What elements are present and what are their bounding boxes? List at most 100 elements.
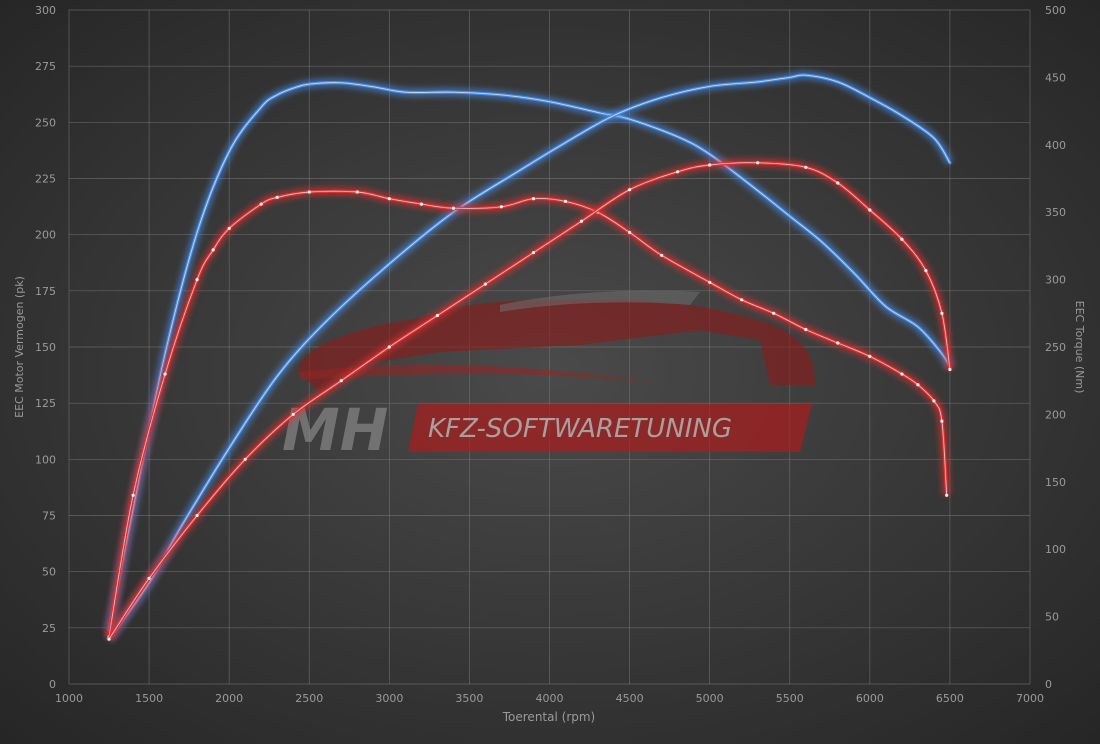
stock-power-point xyxy=(900,237,904,241)
stock-torque-point xyxy=(932,399,936,403)
stock-torque-point xyxy=(945,493,949,497)
stock-torque-point xyxy=(772,311,776,315)
stock-power-point xyxy=(483,282,487,286)
y-left-tick-label: 50 xyxy=(42,566,56,579)
x-tick-label: 3000 xyxy=(375,692,403,705)
x-tick-label: 5000 xyxy=(696,692,724,705)
stock-torque-point xyxy=(195,278,199,282)
stock-torque-point xyxy=(163,372,167,376)
stock-power-point xyxy=(676,170,680,174)
y-left-tick-label: 250 xyxy=(35,116,56,129)
stock-torque-point xyxy=(451,206,455,210)
y-left-tick-label: 150 xyxy=(35,341,56,354)
y-left-tick-label: 225 xyxy=(35,173,56,186)
y-left-tick-label: 25 xyxy=(42,622,56,635)
stock-torque-point xyxy=(227,226,231,230)
stock-torque-point xyxy=(307,190,311,194)
stock-power-point xyxy=(628,188,632,192)
stock-power-point xyxy=(836,181,840,185)
data-curves xyxy=(104,70,955,642)
stock-power-point xyxy=(387,345,391,349)
stock-power-point xyxy=(579,219,584,223)
x-tick-label: 6500 xyxy=(936,692,964,705)
y-left-tick-label: 100 xyxy=(35,453,56,466)
stock-torque-point xyxy=(563,199,568,203)
tuned-power-glow xyxy=(105,70,954,642)
stock-torque-point xyxy=(940,419,944,423)
y-left-tick-label: 75 xyxy=(42,510,56,523)
x-tick-label: 1500 xyxy=(135,692,163,705)
x-tick-label: 3500 xyxy=(455,692,483,705)
stock-torque-point xyxy=(355,190,359,194)
y-left-tick-label: 300 xyxy=(35,4,56,17)
stock-torque-point xyxy=(259,202,263,206)
stock-torque-point xyxy=(387,197,391,201)
y-left-tick-label: 200 xyxy=(35,229,56,242)
y-left-tick-label: 275 xyxy=(35,60,56,73)
y-right-tick-label: 0 xyxy=(1045,678,1052,691)
stock-torque-point xyxy=(836,341,840,345)
stock-power-point xyxy=(868,208,872,212)
stock-power-point xyxy=(435,313,439,318)
stock-power-point xyxy=(924,269,928,273)
x-tick-label: 6000 xyxy=(856,692,884,705)
x-axis-ticks: 1000 1500 2000 2500 3000 3500 4000 4500 5000 5500… xyxy=(55,692,1044,705)
stock-power-line xyxy=(107,161,952,641)
logo-car-swoosh xyxy=(300,364,700,390)
stock-power-point xyxy=(804,165,808,169)
y-axis-left-ticks: 0 25 50 75 100 125 150 175 200 225 250 275 300 xyxy=(35,4,56,691)
stock-power-point xyxy=(948,367,952,372)
tuned-power-highlight xyxy=(108,74,951,640)
stock-power-point xyxy=(291,412,295,416)
brand-logo-watermark: MH KFZ-SOFTWARETUNING xyxy=(282,290,815,464)
x-tick-label: 2000 xyxy=(215,692,243,705)
logo-car-silhouette xyxy=(298,299,815,392)
y-left-tick-label: 175 xyxy=(35,285,56,298)
y-left-tick-label: 0 xyxy=(49,678,56,691)
stock-power-point xyxy=(708,163,712,167)
x-tick-label: 5500 xyxy=(776,692,804,705)
y-right-tick-label: 250 xyxy=(1045,341,1066,354)
stock-power-point xyxy=(107,637,111,641)
grid-lines xyxy=(68,9,1031,685)
stock-torque-point xyxy=(660,253,664,257)
y-right-tick-label: 400 xyxy=(1045,139,1066,152)
y-axis-left-label: EEC Motor Vermogen (pk) xyxy=(13,276,26,418)
stock-power-point xyxy=(147,576,151,581)
stock-torque-point xyxy=(868,354,872,358)
stock-torque-point xyxy=(628,230,632,234)
y-right-tick-label: 450 xyxy=(1045,71,1066,84)
stock-power-point xyxy=(339,379,343,383)
x-tick-label: 4500 xyxy=(616,692,644,705)
stock-power-point xyxy=(243,457,247,461)
stock-power-highlight xyxy=(108,162,951,640)
stock-power-point xyxy=(940,311,944,315)
stock-torque-point xyxy=(499,205,503,209)
stock-power-point xyxy=(756,161,760,165)
x-tick-label: 1000 xyxy=(55,692,83,705)
y-right-tick-label: 50 xyxy=(1045,611,1059,624)
stock-torque-point xyxy=(804,327,808,332)
y-right-tick-label: 350 xyxy=(1045,206,1066,219)
stock-torque-point xyxy=(275,195,279,199)
y-right-tick-label: 100 xyxy=(1045,543,1066,556)
tuned-torque-highlight xyxy=(108,82,951,631)
stock-power-point xyxy=(531,251,536,255)
y-right-tick-label: 200 xyxy=(1045,408,1066,421)
logo-text: KFZ-SOFTWARETUNING xyxy=(428,414,732,444)
stock-torque-point xyxy=(740,298,744,302)
y-right-tick-label: 500 xyxy=(1045,4,1066,17)
stock-torque-point xyxy=(900,372,904,376)
x-axis-label: Toerental (rpm) xyxy=(502,710,595,724)
stock-torque-point xyxy=(531,197,536,201)
logo-banner xyxy=(408,404,812,452)
stock-power-point xyxy=(195,513,199,518)
stock-torque-point xyxy=(916,383,920,387)
x-tick-label: 7000 xyxy=(1016,692,1044,705)
stock-torque-point xyxy=(131,493,135,497)
y-axis-right-label: EEC Torque (Nm) xyxy=(1073,301,1086,394)
x-tick-label: 4000 xyxy=(536,692,564,705)
y-left-tick-label: 125 xyxy=(35,397,56,410)
